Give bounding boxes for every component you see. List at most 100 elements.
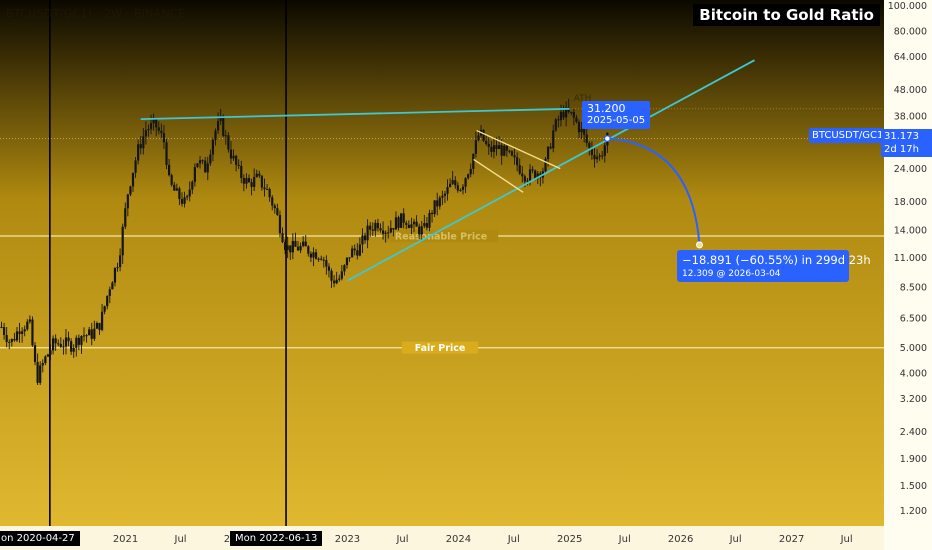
candle-body bbox=[577, 122, 581, 133]
candle-body bbox=[428, 212, 431, 228]
candle-body bbox=[211, 139, 215, 155]
candle-body bbox=[227, 135, 230, 150]
candle-body bbox=[21, 331, 24, 334]
candle-body bbox=[340, 271, 343, 279]
candle-body bbox=[111, 282, 114, 290]
candle-body bbox=[410, 224, 413, 228]
trendline-2[interactable] bbox=[347, 59, 755, 282]
x-tick-label: Jul bbox=[395, 534, 408, 545]
candle-body bbox=[464, 178, 467, 187]
level-label-1: Reasonable Price bbox=[395, 231, 487, 242]
candle-body bbox=[348, 257, 351, 259]
candle-body bbox=[26, 321, 29, 330]
candle-body bbox=[0, 326, 3, 328]
y-tick-label: 18.000 bbox=[894, 197, 927, 208]
candle-body bbox=[240, 165, 243, 178]
candle-body bbox=[487, 143, 490, 147]
channel-line-2[interactable] bbox=[473, 158, 524, 193]
candle-body bbox=[482, 129, 485, 141]
y-tick-label: 4.000 bbox=[900, 369, 927, 380]
candle-body bbox=[82, 335, 86, 337]
candle-body bbox=[62, 346, 65, 348]
candle-body bbox=[497, 145, 501, 150]
x-tick-label: Jul bbox=[840, 534, 853, 545]
y-tick-label: 5.000 bbox=[900, 343, 927, 354]
y-tick-label: 1.900 bbox=[900, 454, 927, 465]
candle-body bbox=[75, 337, 78, 348]
candle-body bbox=[330, 270, 333, 281]
x-tick-label: 2025 bbox=[557, 534, 582, 545]
candle-body bbox=[77, 337, 80, 345]
candle-body bbox=[565, 107, 568, 118]
candle-body bbox=[237, 164, 240, 166]
marker-date-tag-2: Mon 2022-06-13 bbox=[230, 531, 323, 546]
y-tick-label: 1.200 bbox=[900, 506, 927, 517]
candle-body bbox=[121, 226, 124, 256]
candle-body bbox=[325, 260, 328, 267]
trendline-1[interactable] bbox=[140, 107, 570, 121]
candle-body bbox=[286, 245, 289, 251]
candle-body bbox=[284, 242, 287, 251]
channel-line-1[interactable] bbox=[476, 129, 561, 170]
y-tick-label: 14.000 bbox=[894, 226, 927, 237]
candle-body bbox=[36, 361, 39, 383]
candle-body bbox=[351, 248, 354, 258]
candle-body bbox=[157, 127, 160, 131]
candle-body bbox=[449, 183, 452, 188]
candle-body bbox=[281, 233, 284, 243]
candle-body bbox=[10, 339, 13, 343]
candle-body bbox=[534, 170, 537, 179]
y-tick-label: 38.000 bbox=[894, 112, 927, 123]
candle-body bbox=[309, 253, 312, 258]
candle-body bbox=[366, 225, 369, 241]
candle-body bbox=[588, 142, 591, 148]
candle-body bbox=[152, 119, 155, 124]
candle-body bbox=[503, 145, 506, 156]
candle-body bbox=[216, 121, 220, 131]
candle-body bbox=[552, 130, 555, 149]
candle-body bbox=[575, 117, 578, 123]
projection-end-point[interactable] bbox=[695, 241, 703, 249]
candle-body bbox=[260, 175, 264, 188]
candle-body bbox=[314, 252, 318, 259]
price-axis-panel[interactable] bbox=[884, 0, 932, 550]
candle-body bbox=[467, 174, 470, 179]
candle-body bbox=[402, 213, 405, 223]
price-tag-symbol: BTCUSDT/GC1! bbox=[812, 130, 888, 141]
candle-body bbox=[271, 197, 274, 206]
candle-body bbox=[242, 177, 245, 184]
candle-body bbox=[296, 246, 300, 251]
y-tick-label: 2.400 bbox=[900, 427, 927, 438]
candle-body bbox=[183, 197, 186, 204]
time-axis-panel[interactable] bbox=[0, 526, 884, 550]
candle-body bbox=[46, 354, 50, 357]
x-tick-label: Jul bbox=[618, 534, 631, 545]
candle-body bbox=[95, 322, 99, 329]
candle-body bbox=[304, 241, 307, 247]
candle-body bbox=[598, 155, 601, 157]
candle-body bbox=[149, 123, 153, 130]
candle-body bbox=[39, 365, 42, 383]
projection-curve[interactable] bbox=[607, 137, 701, 245]
x-tick-label: 2023 bbox=[335, 534, 360, 545]
candle-body bbox=[593, 154, 596, 160]
candle-body bbox=[64, 337, 68, 347]
candle-body bbox=[258, 173, 261, 176]
candle-body bbox=[374, 222, 377, 231]
projection-start-point[interactable] bbox=[603, 135, 611, 143]
candle-body bbox=[155, 119, 158, 128]
candle-body bbox=[119, 255, 122, 268]
candle-body bbox=[418, 226, 421, 235]
candle-body bbox=[196, 163, 199, 168]
candle-body bbox=[379, 228, 382, 231]
level-label-2: Fair Price bbox=[415, 343, 466, 354]
point-value: 31.200 bbox=[587, 102, 626, 115]
candle-body bbox=[85, 335, 88, 337]
candle-body bbox=[358, 244, 361, 256]
candle-body bbox=[126, 194, 129, 209]
candle-body bbox=[376, 222, 380, 229]
candle-body bbox=[559, 111, 563, 121]
candle-body bbox=[175, 188, 178, 191]
candle-body bbox=[191, 181, 194, 190]
